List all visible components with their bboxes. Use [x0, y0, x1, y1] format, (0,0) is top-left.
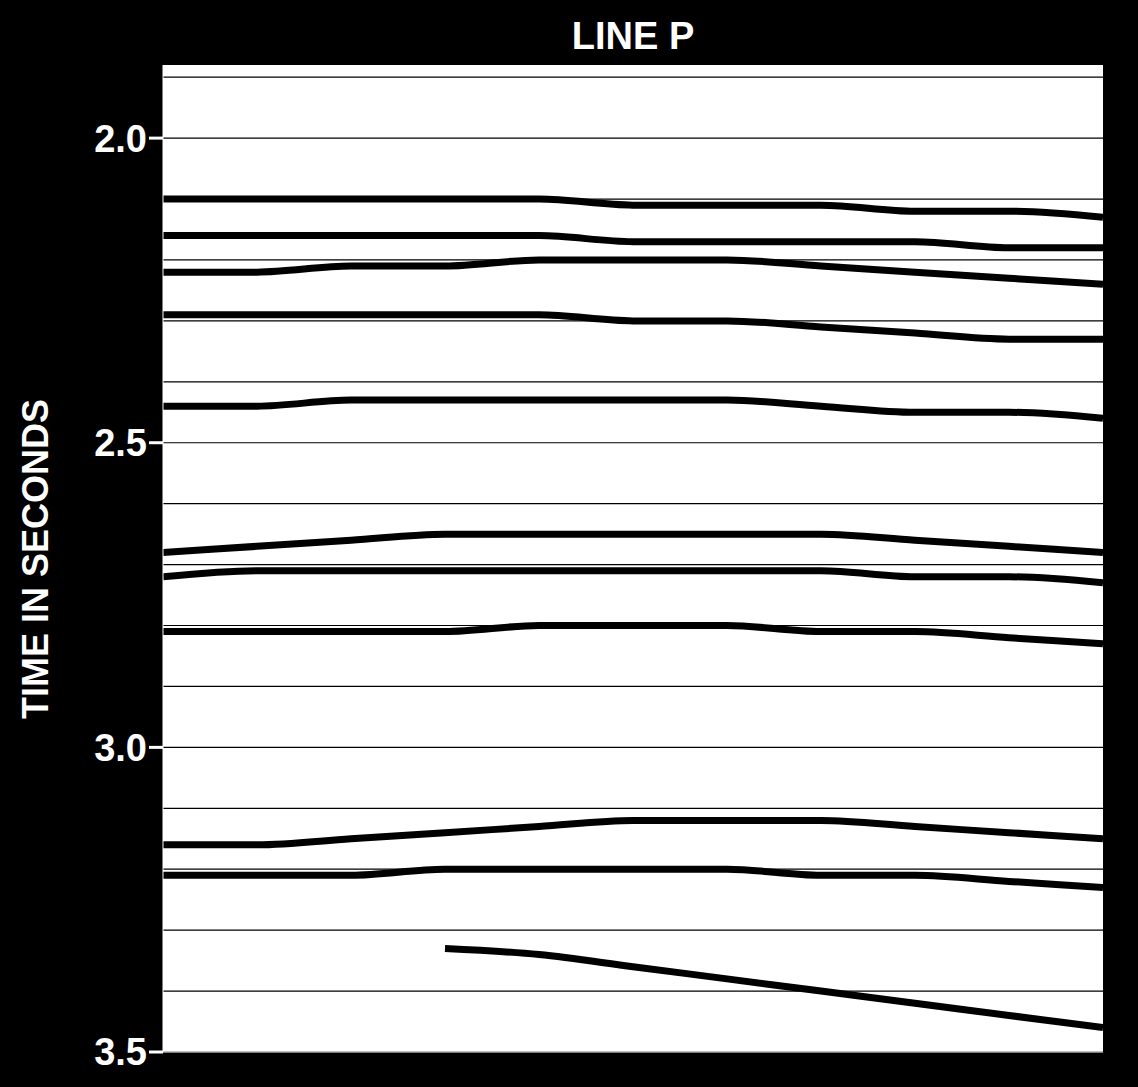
html-text:LINE P: LINE P — [571, 15, 695, 57]
html-text:TIME IN SECONDS: TIME IN SECONDS — [15, 399, 56, 719]
svg-text:2.0: 2.0 — [94, 118, 147, 160]
svg-text:2.5: 2.5 — [94, 422, 147, 464]
svg-text:3.0: 3.0 — [94, 727, 147, 769]
svg-text:3.5: 3.5 — [94, 1031, 147, 1073]
